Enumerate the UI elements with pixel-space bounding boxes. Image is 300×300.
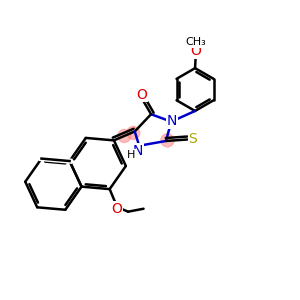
Text: S: S	[188, 132, 197, 146]
Circle shape	[127, 126, 140, 140]
Text: O: O	[137, 88, 148, 102]
Text: H: H	[127, 150, 135, 160]
Text: CH₃: CH₃	[185, 37, 206, 47]
Text: O: O	[190, 44, 201, 58]
Text: N: N	[133, 144, 143, 158]
Circle shape	[161, 134, 174, 147]
Text: N: N	[167, 114, 177, 128]
Text: O: O	[111, 202, 122, 216]
Circle shape	[118, 129, 131, 142]
